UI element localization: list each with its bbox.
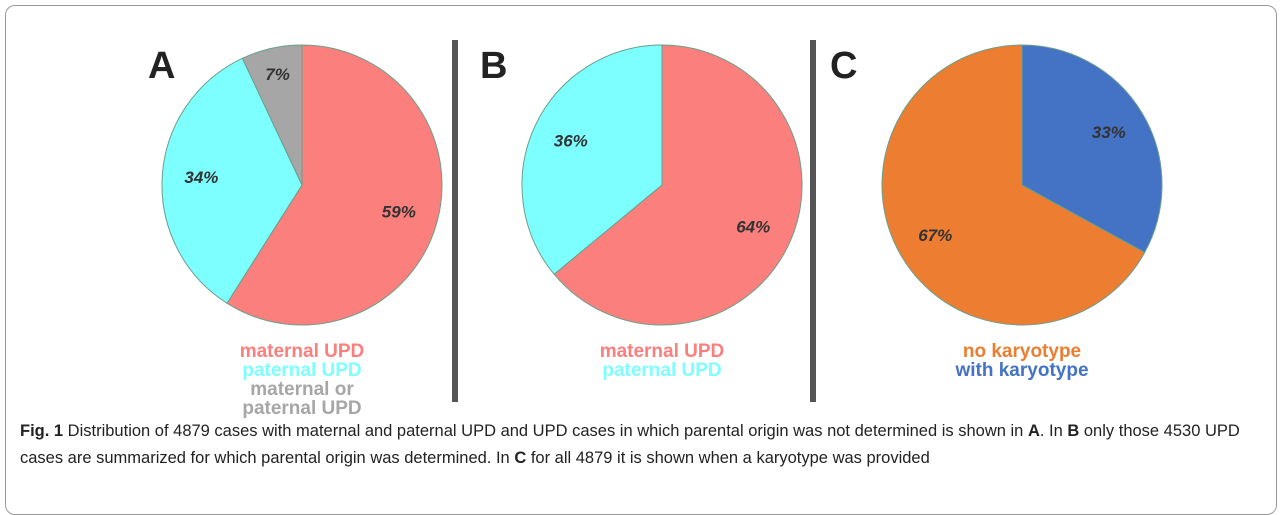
divider: [810, 40, 816, 402]
legend-entry: paternal UPD: [242, 360, 362, 381]
slice-label: 64%: [736, 217, 770, 236]
caption-text: . In: [1039, 422, 1068, 440]
legend-entry: maternal UPD: [239, 341, 365, 362]
caption-text: C: [514, 449, 527, 467]
legend: maternal UPD paternal UPD maternal or pate…: [227, 342, 377, 418]
caption: Fig. 1 Distribution of 4879 cases with m…: [20, 418, 1270, 472]
caption-text: Distribution of 4879 cases with maternal…: [63, 422, 1028, 440]
legend-entry: no karyotype: [962, 341, 1082, 362]
slice-label: 59%: [382, 203, 416, 222]
pie-slice: [226, 44, 443, 326]
caption-text: for all 4879 it is shown when a karyotyp…: [526, 449, 930, 467]
legend: maternal UPD paternal UPD: [587, 342, 737, 380]
divider: [452, 40, 458, 402]
pie-slice: [881, 44, 1146, 326]
slice-label: 34%: [184, 168, 218, 187]
caption-text: B: [1067, 422, 1080, 440]
panel-letter: A: [148, 45, 175, 87]
legend-entry: maternal UPD: [599, 341, 725, 362]
legend-entry: maternal or paternal UPD: [242, 379, 362, 419]
legend-entry: with karyotype: [955, 360, 1089, 381]
slice-label: 33%: [1092, 123, 1126, 142]
panel-letter: C: [830, 45, 857, 87]
pie-slice: [521, 44, 663, 275]
caption-text: A: [1027, 422, 1040, 440]
slice-label: 67%: [918, 226, 952, 245]
caption-text: Fig. 1: [20, 422, 64, 440]
legend-entry: paternal UPD: [602, 360, 722, 381]
pie-slice: [553, 44, 803, 326]
slice-label: 36%: [554, 132, 588, 151]
pie-slice: [1021, 44, 1163, 254]
figure: A 59% 34% 7% B 64% 36% C 67% 33%: [148, 40, 1163, 402]
legend: no karyotype with karyotype: [947, 342, 1097, 380]
page: A 59% 34% 7% B 64% 36% C 67% 33% Fig. 1 Distribut…: [5, 5, 1277, 515]
caption-text: only those 4530 UPD cases are summarized…: [20, 422, 1240, 467]
slice-label: 7%: [265, 65, 290, 84]
panel-letter: B: [480, 45, 507, 87]
pie-slice: [161, 57, 303, 304]
pie-slice: [241, 44, 303, 186]
